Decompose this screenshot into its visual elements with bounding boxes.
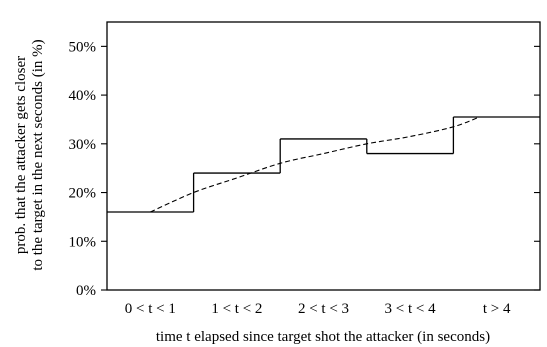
y-tick-label: 10% [69, 234, 97, 250]
y-tick-label: 0% [76, 283, 96, 299]
y-tick-label: 50% [69, 39, 97, 55]
trend-line [150, 116, 480, 213]
y-tick-label: 20% [69, 186, 97, 202]
y-axis-label-line1: prob. that the attacker gets closer [13, 56, 29, 254]
y-tick-label: 40% [69, 88, 97, 104]
x-axis: 0 < t < 1 1 < t < 2 2 < t < 3 3 < t < 4 t > … [125, 301, 511, 317]
y-tick-label: 30% [69, 137, 97, 153]
y-axis: 0% 10% 20% 30% 40% 50% [69, 39, 540, 299]
x-category-label: 2 < t < 3 [298, 301, 349, 317]
plot-frame [106, 21, 541, 291]
x-category-label: 3 < t < 4 [385, 301, 437, 317]
x-category-label: t > 4 [483, 301, 511, 317]
y-axis-label-line2: to the target in the next seconds (in %) [30, 39, 46, 270]
x-category-label: 1 < t < 2 [211, 301, 262, 317]
series-layer [107, 116, 540, 213]
x-category-label: 0 < t < 1 [125, 301, 176, 317]
x-axis-label: time t elapsed since target shot the att… [156, 329, 490, 345]
